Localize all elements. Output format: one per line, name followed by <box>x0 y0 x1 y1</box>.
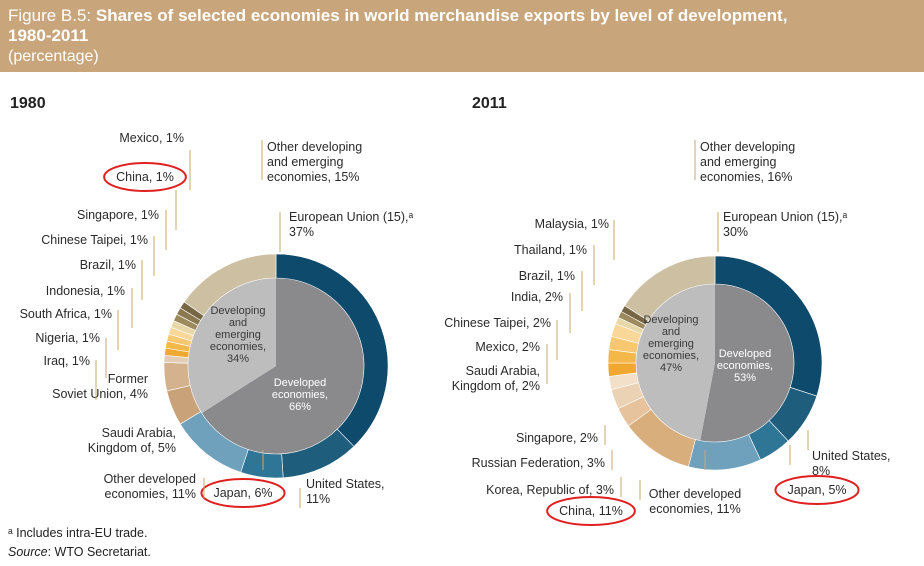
label-other-developing: Other developing and emerging economies, 1… <box>700 140 795 184</box>
figure-label: Figure B.5: <box>8 6 96 25</box>
label-indonesia: Indonesia, 1% <box>46 284 125 298</box>
label-saudi-arabia: Saudi Arabia, Kingdom of, 5% <box>88 426 176 455</box>
inner-label-developed: Developed economies, 53% <box>717 348 773 384</box>
label-brazil: Brazil, 1% <box>519 269 575 283</box>
footnote-note: ᵃ Includes intra-EU trade. <box>8 526 148 540</box>
inner-label-developing: Developing and emerging economies, 34% <box>210 305 266 365</box>
year-label-1980: 1980 <box>10 95 46 112</box>
label-india: India, 2% <box>511 290 563 304</box>
label-malaysia: Malaysia, 1% <box>535 217 609 231</box>
figure-subtitle: (percentage) <box>8 48 99 65</box>
source-text: : WTO Secretariat. <box>47 545 151 559</box>
highlight-ring-china <box>103 162 187 192</box>
highlight-ring-japan <box>774 475 860 505</box>
label-saudi-arabia: Saudi Arabia, Kingdom of, 2% <box>452 364 540 393</box>
inner-slice-developing <box>636 284 715 441</box>
label-japan: Japan, 5% <box>787 483 846 497</box>
highlight-ring-china <box>546 496 636 526</box>
label-united-states: United States, 8% <box>812 449 891 478</box>
source-label: Source <box>8 545 48 559</box>
label-korea: Korea, Republic of, 3% <box>486 483 614 497</box>
label-mexico: Mexico, 1% <box>119 131 184 145</box>
footnote-source: Source: WTO Secretariat. <box>8 545 151 559</box>
slice-other-developing <box>624 255 716 322</box>
label-other-developing: Other developing and emerging economies, 1… <box>267 140 362 184</box>
slice-former <box>163 362 191 392</box>
year-label-2011: 2011 <box>472 95 507 112</box>
inner-slice-developed <box>700 284 794 442</box>
label-former: Former Soviet Union, 4% <box>52 372 148 401</box>
inner-slice-developing <box>188 278 276 414</box>
label-japan: Japan, 6% <box>213 486 272 500</box>
figure-title: Shares of selected economies in world me… <box>95 6 788 25</box>
figure-title-line2: 1980-2011 <box>8 26 89 45</box>
inner-label-developing: Developing and emerging economies, 47% <box>643 314 699 374</box>
label-european-union-15: European Union (15),ᵃ 30% <box>723 210 848 239</box>
inner-slice-developed <box>201 278 364 454</box>
inner-label-developed: Developed economies, 66% <box>272 377 328 413</box>
label-singapore: Singapore, 2% <box>516 431 598 445</box>
label-china: China, 11% <box>559 504 623 518</box>
figure-title-line1: Figure B.5: Shares of selected economies… <box>8 6 787 26</box>
label-thailand: Thailand, 1% <box>514 243 587 257</box>
label-china: China, 1% <box>116 170 174 184</box>
label-european-union-15: European Union (15),ᵃ 37% <box>289 210 414 239</box>
label-south-africa: South Africa, 1% <box>20 307 112 321</box>
label-brazil: Brazil, 1% <box>80 258 136 272</box>
label-united-states: United States, 11% <box>306 477 385 506</box>
label-nigeria: Nigeria, 1% <box>35 331 100 345</box>
label-other-developed: Other developed economies, 11% <box>649 487 741 516</box>
figure-header: Figure B.5: Shares of selected economies… <box>0 0 924 72</box>
label-chinese-taipei: Chinese Taipei, 2% <box>444 316 551 330</box>
label-iraq: Iraq, 1% <box>43 354 90 368</box>
highlight-ring-japan <box>200 478 286 508</box>
slice-other-developing <box>183 253 277 317</box>
label-chinese-taipei: Chinese Taipei, 1% <box>41 233 148 247</box>
label-singapore: Singapore, 1% <box>77 208 159 222</box>
label-russian-federation: Russian Federation, 3% <box>472 456 605 470</box>
label-other-developed: Other developed economies, 11% <box>104 472 196 501</box>
label-mexico: Mexico, 2% <box>475 340 540 354</box>
